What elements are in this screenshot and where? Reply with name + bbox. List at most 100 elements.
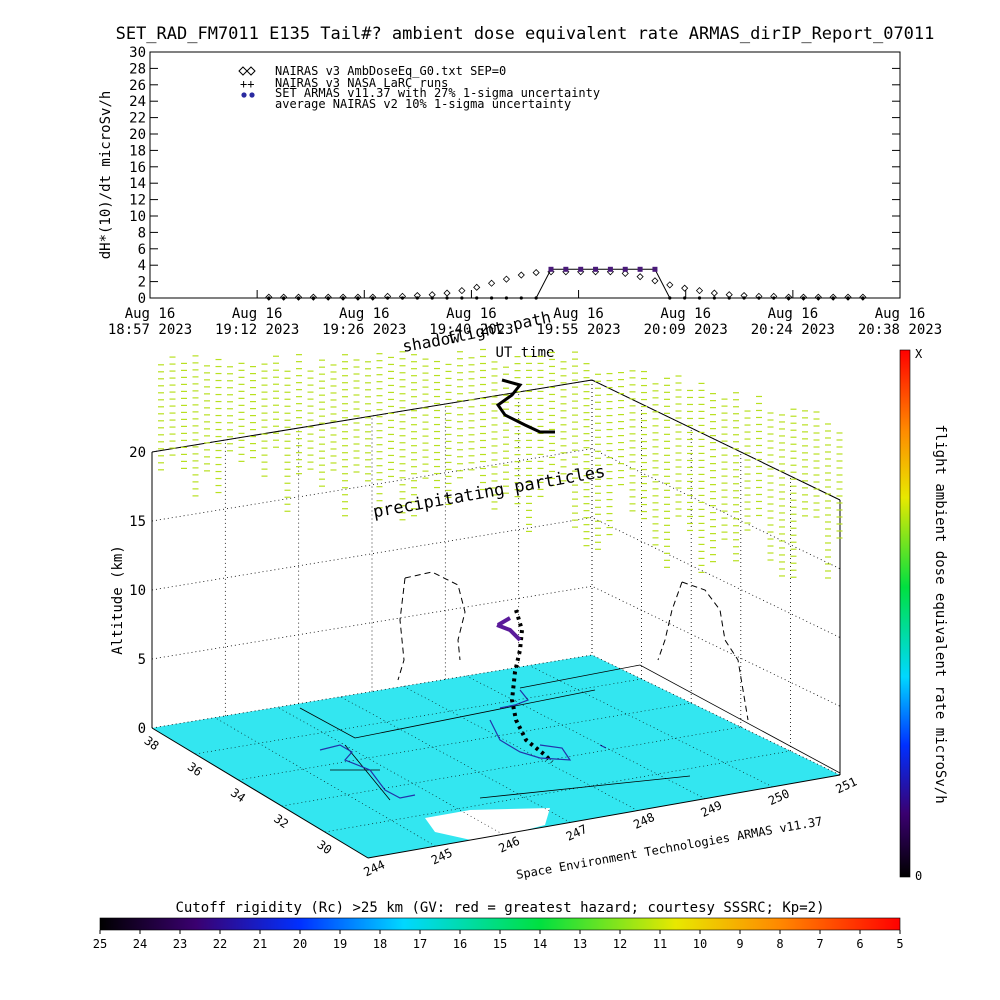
y-tick-label: 22: [129, 111, 146, 127]
y-axis-label: dH*(10)/dt microSv/h: [98, 91, 114, 260]
lat-axis-line: [151, 727, 369, 859]
y-tick-label: 14: [129, 176, 146, 192]
armas-point: [267, 296, 271, 300]
z-axis-label: Altitude (km): [110, 545, 126, 655]
colorbar-tick-label: 15: [493, 937, 507, 951]
nairas-point: [651, 277, 659, 285]
x-tick-label-time: 19:55 2023: [536, 322, 620, 338]
armas-point: [668, 296, 672, 300]
shadow-left-wall: [397, 571, 466, 681]
nairas-point: [369, 293, 377, 301]
flight-3d-plot: 0 5 10 15 20 38 36 34 32 30 244 245 246 247 248 249 25…: [110, 307, 859, 882]
armas-point: [861, 296, 865, 300]
armas-point: [445, 296, 449, 300]
floor-gridline: [403, 686, 638, 811]
armas-point: [563, 266, 569, 272]
armas-point: [296, 296, 301, 300]
annotation-precipitating-particles: precipitating particles: [371, 462, 606, 523]
nairas-point: [621, 269, 629, 277]
colorbar-tick-label: 10: [693, 937, 707, 951]
colorbar-tick-label: 7: [816, 937, 823, 951]
x-tick-label-date: Aug 16: [875, 306, 926, 322]
colorbar-tick-label: 13: [573, 937, 587, 951]
armas-point: [593, 266, 599, 272]
legend-marker-cross: ++: [240, 77, 254, 91]
z-tick-label: 15: [129, 514, 146, 530]
legend-entry-nairas-v2: average NAIRAS v2 10% 1-sigma uncertaint…: [275, 97, 571, 111]
legend-marker-diamond: [238, 66, 248, 76]
x-tick-label-time: 20:24 2023: [751, 322, 835, 338]
y-tick-label: 12: [129, 193, 146, 209]
lon-tick-label: 249: [699, 798, 725, 820]
z-axis-ticks: 0 5 10 15 20: [129, 445, 146, 737]
rigidity-colorbar: [99, 917, 901, 931]
armas-point: [430, 296, 434, 300]
x-tick-label-time: 19:26 2023: [322, 322, 406, 338]
x-tick-label-date: Aug 16: [446, 306, 497, 322]
y-tick-label: 28: [129, 61, 146, 77]
lat-tick-label: 38: [142, 733, 162, 753]
colorbar-tick-label: 16: [453, 937, 467, 951]
ground-track: [489, 719, 572, 761]
colorbar-tick-label: 19: [333, 937, 347, 951]
y-tick-label: 24: [129, 94, 146, 110]
lon-tick-label: 244: [362, 857, 388, 879]
y-tick-label: 10: [129, 209, 146, 225]
nairas-point: [354, 293, 362, 301]
chart-title: SET_RAD_FM7011 E135 Tail#? ambient dose …: [116, 24, 935, 44]
nairas-point: [443, 289, 451, 297]
precipitating-particles: [158, 348, 843, 579]
dose-colorbar-top-label: X: [915, 347, 923, 361]
z-tick-label: 0: [138, 721, 146, 737]
nairas-point: [681, 284, 689, 292]
colorbar-tick-label: 20: [293, 937, 307, 951]
armas-point: [846, 296, 850, 300]
colorbar-tick-label: 25: [93, 937, 107, 951]
colorbar-tick-label: 23: [173, 937, 187, 951]
nairas-point: [799, 293, 808, 301]
y-tick-label: 2: [138, 275, 146, 291]
lon-axis-line: [367, 774, 841, 859]
legend-marker-dot: [241, 92, 247, 98]
lat-axis-ticks: 38 36 34 32 30: [142, 733, 335, 857]
ground-map: [152, 655, 840, 858]
x-tick-label-date: Aug 16: [660, 306, 711, 322]
nairas-point: [458, 287, 466, 295]
y-tick-label: 20: [129, 127, 146, 143]
armas-point: [386, 296, 390, 300]
annotation-shadow: shadow: [401, 327, 462, 356]
3d-gridlines: [151, 379, 841, 847]
legend-entry-armas: SET ARMAS v11.37 with 27% 1-sigma uncert…: [275, 86, 600, 100]
y-tick-label: 8: [138, 225, 146, 241]
x-tick-label-time: 20:09 2023: [644, 322, 728, 338]
colorbar-tick-label: 14: [533, 937, 547, 951]
nairas-point: [309, 293, 317, 301]
x-tick-label-date: Aug 16: [232, 306, 283, 322]
nairas-point: [324, 293, 332, 301]
colorbar-tick-label: 9: [736, 937, 743, 951]
armas-point: [460, 296, 464, 300]
nairas-point: [785, 293, 793, 301]
lat-tick-label: 34: [228, 785, 248, 805]
armas-point: [371, 296, 375, 300]
lon-tick-label: 251: [834, 774, 860, 796]
x-tick-label-date: Aug 16: [768, 306, 819, 322]
legend-entry-larc: NAIRAS v3 NASA LaRC runs: [275, 76, 448, 90]
state-borders: [299, 664, 841, 801]
armas-point: [415, 296, 419, 300]
armas-point: [622, 266, 628, 272]
nairas-point: [710, 289, 718, 297]
nairas-point: [280, 293, 288, 301]
lat-tick-label: 32: [271, 811, 291, 831]
z-tick-label: 20: [129, 445, 146, 461]
floor-gridline: [238, 702, 692, 781]
ground-blank-region: [425, 808, 550, 842]
lat-tick-label: 30: [314, 837, 334, 857]
armas-point: [475, 296, 479, 300]
colorbar-tick-label: 18: [373, 937, 387, 951]
dose-colorbar-bottom-label: 0: [915, 869, 922, 883]
y-tick-label: 30: [129, 45, 146, 61]
